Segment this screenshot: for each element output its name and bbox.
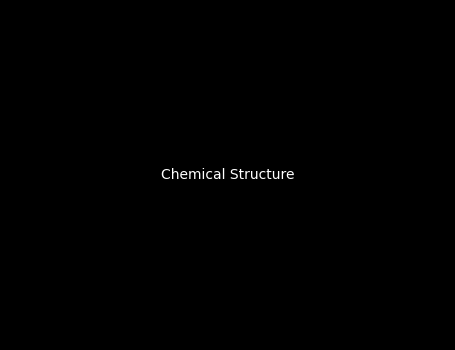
Text: Chemical Structure: Chemical Structure — [161, 168, 294, 182]
